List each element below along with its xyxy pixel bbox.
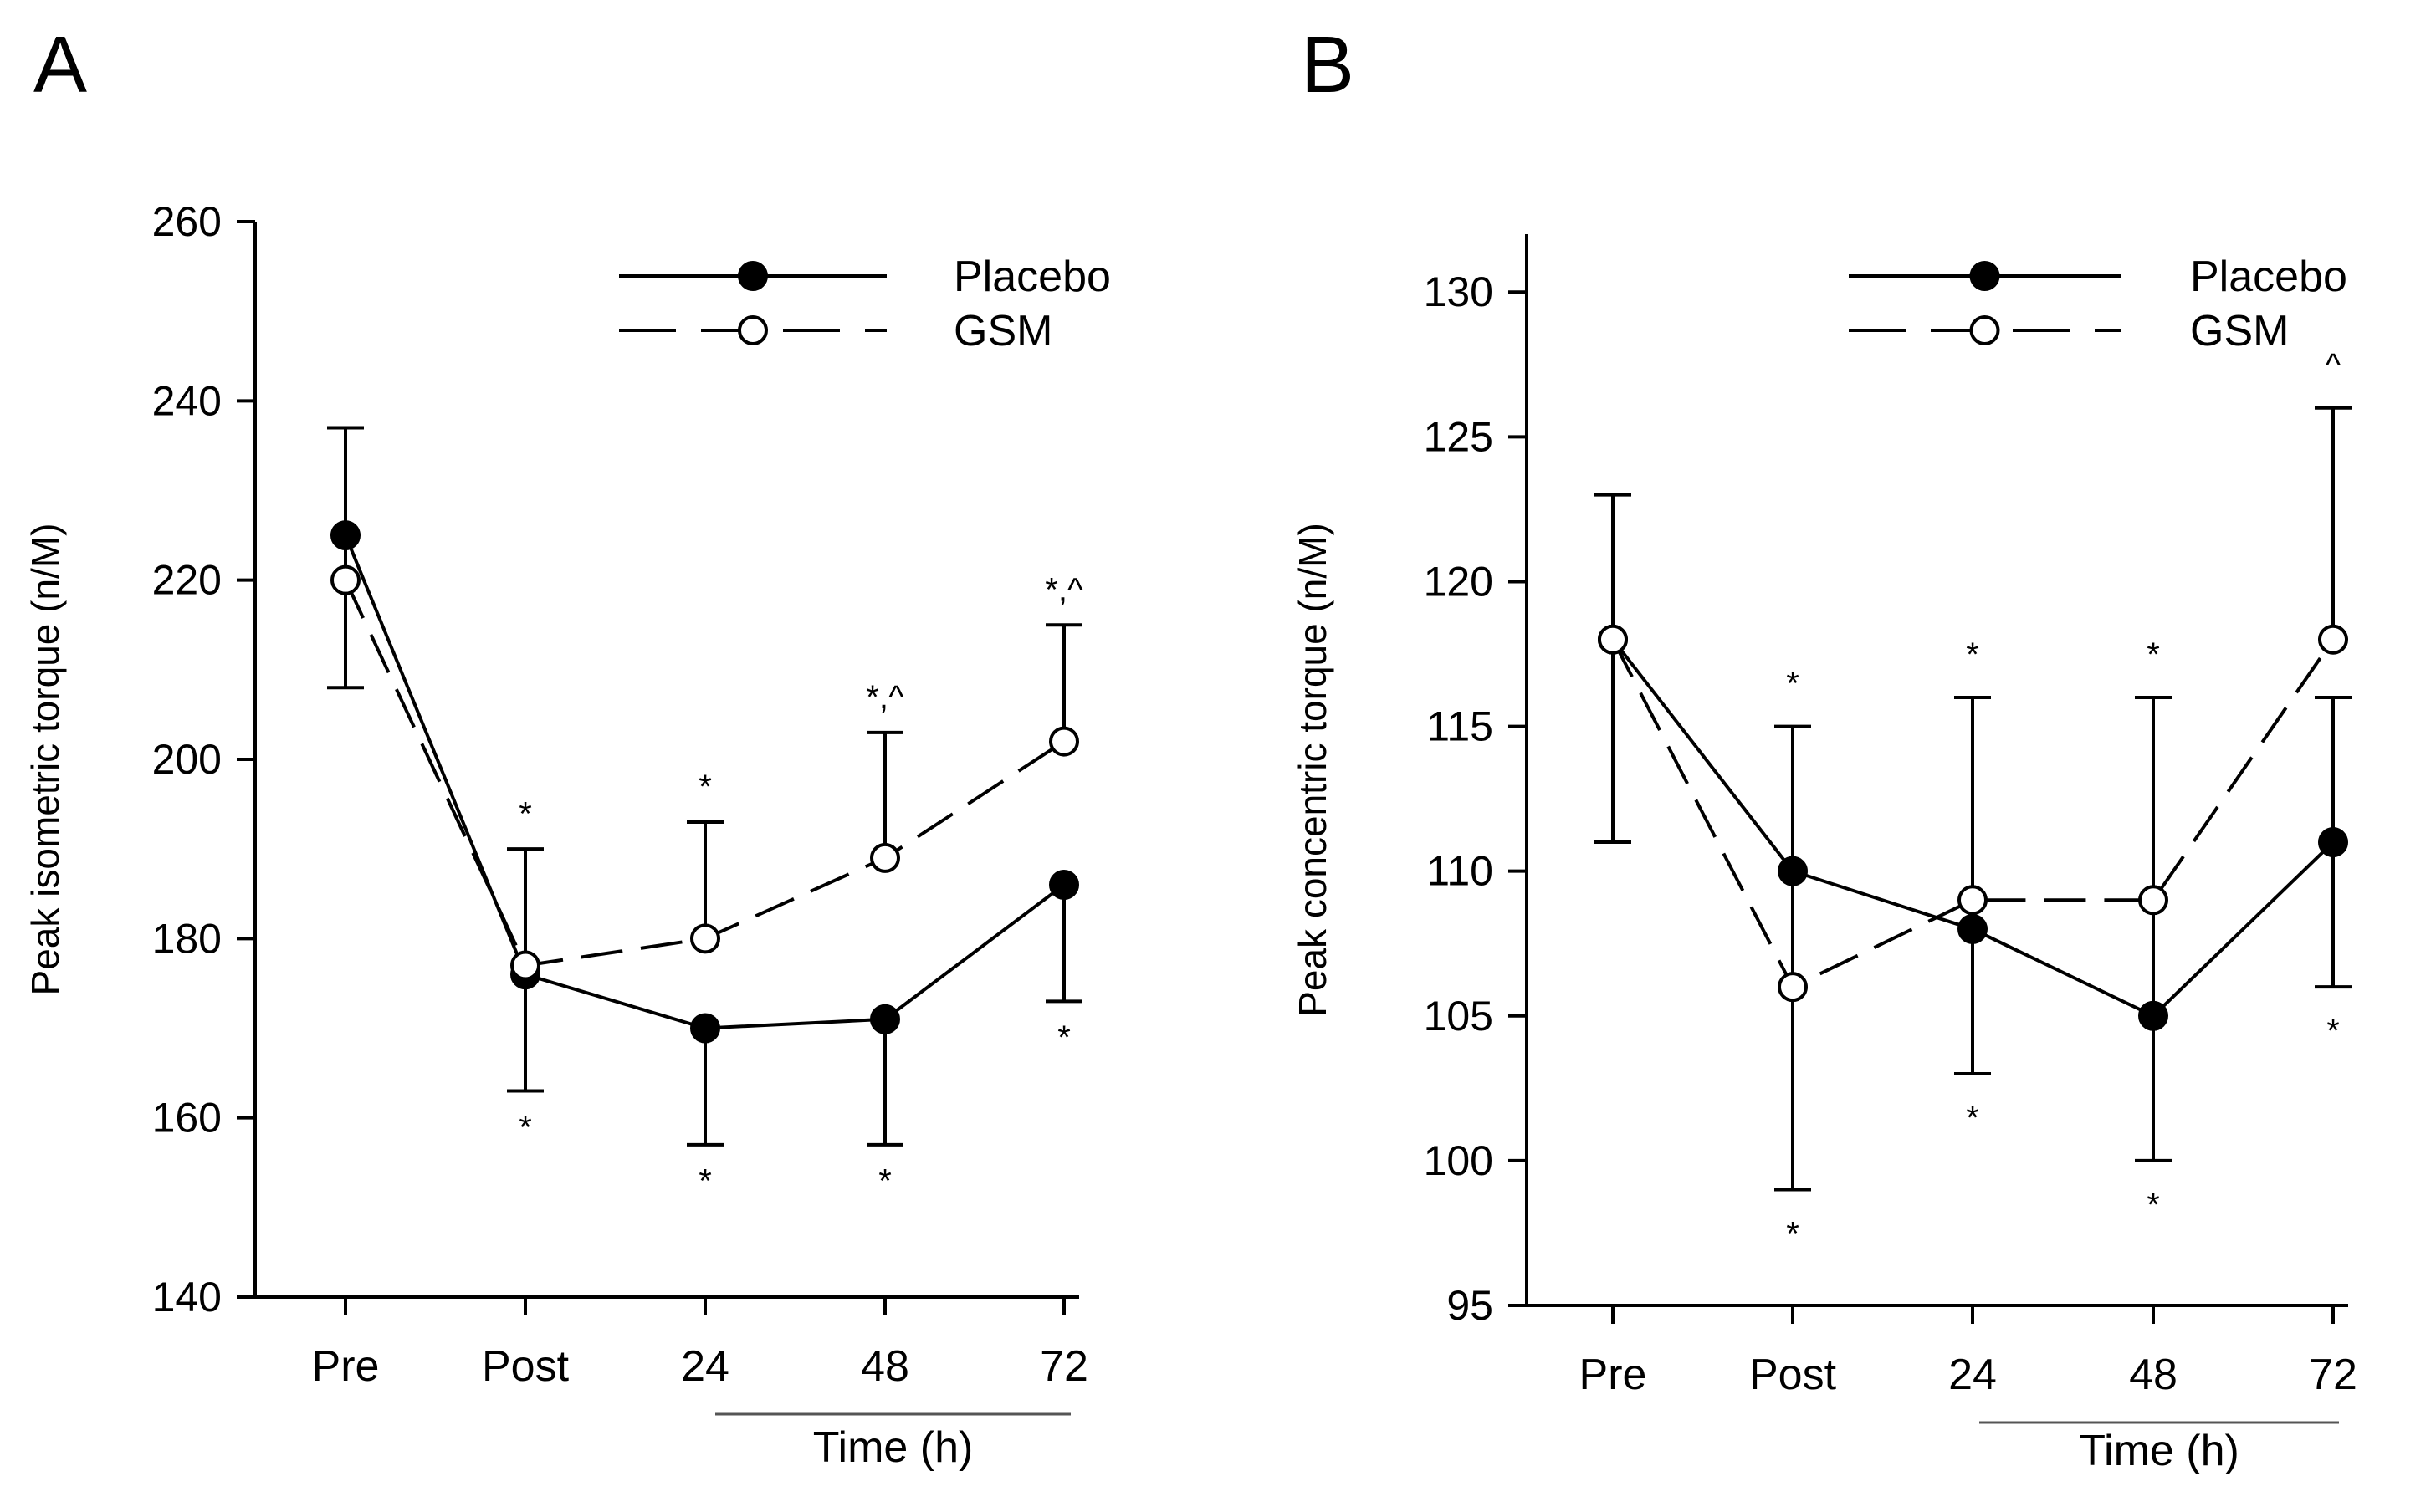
x-tick-label: 72 — [2309, 1351, 2357, 1399]
y-tick-label: 180 — [152, 915, 222, 962]
data-point-gsm — [1958, 885, 1988, 916]
y-tick-label: 130 — [1424, 268, 1493, 315]
significance-marker: * — [2147, 636, 2160, 673]
y-tick-label: 200 — [152, 736, 222, 783]
significance-marker: ^ — [2326, 347, 2341, 384]
data-point-gsm — [2138, 885, 2168, 916]
significance-marker: * — [1786, 666, 1799, 702]
legend-marker-gsm — [1969, 315, 2000, 345]
data-point-placebo — [330, 520, 361, 551]
significance-marker: * — [1786, 1215, 1799, 1252]
y-tick-label: 125 — [1424, 413, 1493, 460]
panel-b: B 95 100 105 110 115 120 125 130 Pre Post 24 48 72 Pea… — [1291, 20, 2357, 1475]
significance-marker: *,^ — [866, 679, 904, 716]
x-tick-label: 24 — [681, 1342, 729, 1391]
y-tick-label: 100 — [1424, 1137, 1493, 1184]
y-tick-label: 120 — [1424, 558, 1493, 605]
y-tick-label: 260 — [152, 198, 222, 245]
legend-label-gsm: GSM — [954, 307, 1052, 355]
data-point-placebo — [1778, 856, 1808, 886]
series-line-gsm — [1611, 638, 2335, 989]
x-tick-label: 48 — [2129, 1351, 2178, 1399]
data-point-placebo — [690, 1013, 720, 1044]
significance-marker: * — [1057, 1019, 1071, 1056]
significance-marker: * — [878, 1163, 892, 1200]
data-point-placebo — [2318, 827, 2348, 858]
data-point-gsm — [870, 842, 900, 873]
legend-label-placebo: Placebo — [2190, 253, 2347, 301]
legend-label-placebo: Placebo — [954, 253, 1111, 301]
y-tick-label: 240 — [152, 377, 222, 424]
x-tick-label: Pre — [1579, 1351, 1647, 1399]
data-point-gsm — [1778, 972, 1808, 1003]
significance-marker: *,^ — [1045, 571, 1083, 608]
significance-marker: * — [1966, 1100, 1979, 1137]
x-tick-label: 48 — [861, 1342, 909, 1391]
x-tick-label: 72 — [1040, 1342, 1088, 1391]
x-axis-label: Time (h) — [813, 1423, 974, 1472]
x-tick-label: Post — [482, 1342, 570, 1391]
panel-label-b: B — [1301, 20, 1354, 110]
legend-marker-placebo — [1969, 261, 2000, 291]
data-point-gsm — [1598, 624, 1628, 655]
x-tick-label: 24 — [1948, 1351, 1997, 1399]
y-tick-label: 115 — [1426, 703, 1493, 750]
data-point-gsm — [2318, 624, 2348, 655]
significance-marker: * — [2326, 1013, 2340, 1050]
data-point-placebo — [870, 1004, 900, 1034]
y-tick-label: 110 — [1426, 848, 1493, 895]
panel-label-a: A — [33, 20, 87, 110]
legend-label-gsm: GSM — [2190, 307, 2289, 355]
data-point-placebo — [1049, 870, 1079, 901]
data-point-gsm — [1049, 726, 1079, 757]
x-axis-label: Time (h) — [2079, 1427, 2239, 1475]
data-point-placebo — [1958, 913, 1988, 944]
significance-marker: * — [699, 769, 712, 805]
y-tick-label: 140 — [152, 1274, 222, 1320]
significance-marker: * — [519, 795, 532, 832]
y-tick-label: 105 — [1424, 993, 1493, 1040]
y-axis-label: Peak isometric torque (n/M) — [23, 524, 67, 996]
significance-marker: * — [2147, 1187, 2160, 1223]
legend-marker-placebo — [738, 261, 768, 291]
panel-a: A 140 160 180 200 220 240 260 Pre Post 24 48 72 Peak … — [23, 20, 1111, 1472]
y-axis-label: Peak concentric torque (n/M) — [1291, 523, 1334, 1017]
x-tick-label: Post — [1749, 1351, 1837, 1399]
legend-marker-gsm — [738, 315, 768, 345]
data-point-placebo — [2138, 1000, 2168, 1031]
significance-marker: * — [519, 1109, 532, 1146]
y-tick-label: 160 — [152, 1095, 222, 1142]
y-tick-label: 95 — [1446, 1282, 1493, 1329]
data-point-gsm — [510, 950, 540, 981]
x-tick-label: Pre — [312, 1342, 380, 1391]
data-point-gsm — [690, 923, 720, 954]
significance-marker: * — [1966, 636, 1979, 673]
significance-marker: * — [699, 1163, 712, 1200]
y-tick-label: 220 — [152, 557, 222, 604]
data-point-gsm — [330, 564, 361, 595]
